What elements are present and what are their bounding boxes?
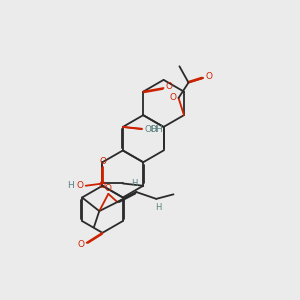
Text: O: O	[205, 72, 212, 81]
Text: OH: OH	[144, 125, 158, 134]
Text: O: O	[105, 184, 112, 193]
Text: O: O	[99, 157, 106, 166]
Text: OH: OH	[150, 125, 164, 134]
Text: O: O	[169, 93, 176, 102]
Text: H: H	[155, 202, 162, 211]
Text: O: O	[77, 240, 84, 249]
Text: H: H	[131, 179, 137, 188]
Text: H: H	[68, 181, 74, 190]
Text: O: O	[166, 82, 173, 91]
Text: O: O	[99, 181, 106, 190]
Text: O: O	[76, 181, 83, 190]
